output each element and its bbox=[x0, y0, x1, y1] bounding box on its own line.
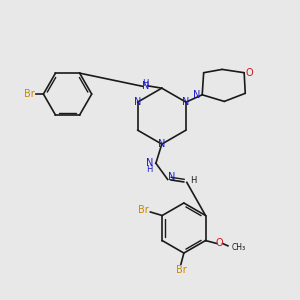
Text: N: N bbox=[142, 81, 149, 91]
Text: H: H bbox=[142, 79, 148, 88]
Text: N: N bbox=[193, 90, 201, 100]
Text: O: O bbox=[216, 238, 224, 248]
Text: N: N bbox=[158, 139, 166, 149]
Text: N: N bbox=[134, 97, 141, 107]
Text: H: H bbox=[146, 165, 153, 174]
Text: N: N bbox=[146, 158, 153, 168]
Text: O: O bbox=[246, 68, 253, 78]
Text: Br: Br bbox=[24, 89, 35, 99]
Text: N: N bbox=[182, 97, 190, 107]
Text: Br: Br bbox=[176, 265, 186, 275]
Text: Br: Br bbox=[138, 205, 149, 215]
Text: CH₃: CH₃ bbox=[232, 243, 246, 252]
Text: H: H bbox=[190, 176, 196, 185]
Text: N: N bbox=[167, 172, 175, 182]
